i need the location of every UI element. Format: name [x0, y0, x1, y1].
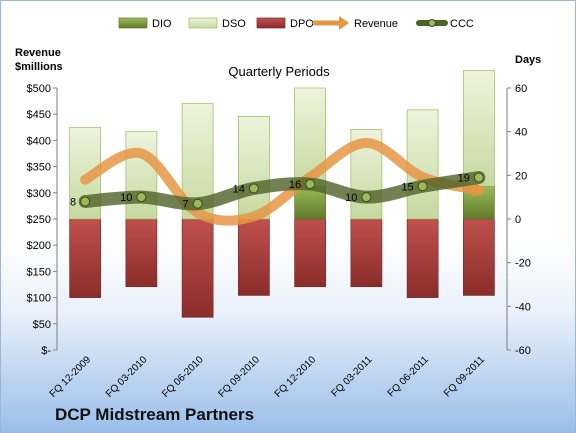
- ccc-point: [473, 172, 484, 183]
- legend-label-dpo: DPO: [290, 18, 314, 30]
- legend-label-revenue: Revenue: [354, 18, 398, 30]
- ccc-data-label: 15: [401, 181, 413, 193]
- y-right-tick-label: 20: [515, 170, 527, 182]
- legend: DIO DSO DPO Revenue CCC: [118, 16, 474, 30]
- y-left-tick-label: $-: [41, 345, 51, 357]
- y-left-tick-label: $450: [27, 109, 51, 121]
- x-tick-label: FQ 06-2010: [160, 354, 206, 400]
- ccc-data-label: 14: [233, 183, 245, 195]
- bar-dpo: [406, 218, 439, 298]
- ccc-point: [136, 192, 147, 203]
- ccc-point: [248, 183, 259, 194]
- y-left-tick-label: $350: [27, 162, 51, 174]
- legend-label-ccc: CCC: [450, 18, 474, 30]
- legend-swatch-revenue-arrowhead: [339, 16, 349, 30]
- revenue-arrowhead: [471, 181, 485, 197]
- bar-dpo: [294, 218, 326, 288]
- bar-dpo: [463, 218, 495, 296]
- company-name: DCP Midstream Partners: [55, 405, 255, 424]
- bar-dpo: [125, 218, 158, 288]
- legend-swatch-dpo: [256, 17, 286, 29]
- legend-swatch-dio: [118, 17, 148, 29]
- ccc-data-label: 10: [120, 192, 132, 204]
- y-left-label-line2: $millions: [15, 61, 63, 73]
- legend-swatch-ccc-point: [428, 19, 436, 27]
- ccc-point: [80, 196, 91, 207]
- ccc-point: [305, 179, 316, 190]
- y-left-label-line1: Revenue: [15, 47, 61, 59]
- legend-label-dio: DIO: [152, 18, 172, 30]
- ccc-data-label: 10: [345, 192, 357, 204]
- bar-dso: [406, 109, 439, 220]
- y-right-tick-label: 60: [515, 83, 527, 95]
- y-left-tick-label: $400: [27, 135, 51, 147]
- x-tick-label: FQ 09-2010: [216, 354, 262, 400]
- ccc-data-label: 19: [458, 173, 470, 185]
- y-left-tick-label: $200: [27, 240, 51, 252]
- legend-label-dso: DSO: [222, 18, 246, 30]
- x-tick-label: FQ 06-2011: [386, 354, 431, 399]
- chart-title: Quarterly Periods: [228, 64, 330, 79]
- ccc-point: [192, 198, 203, 209]
- ccc-data-label: 7: [183, 199, 189, 211]
- y-left-tick-label: $150: [27, 266, 51, 278]
- ccc-point: [417, 181, 428, 192]
- bar-dpo: [181, 218, 214, 318]
- y-left-tick-label: $50: [33, 319, 51, 331]
- x-tick-label: FQ 12-2010: [273, 354, 319, 400]
- ccc-data-label: 8: [70, 197, 76, 209]
- y-right-tick-label: -60: [515, 345, 531, 357]
- x-tick-label: FQ 03-2010: [104, 354, 150, 400]
- y-left-tick-label: $250: [27, 214, 51, 226]
- x-tick-label: FQ 03-2011: [330, 354, 375, 399]
- ccc-data-label: 16: [289, 179, 301, 191]
- y-right-tick-label: -40: [515, 301, 531, 313]
- y-right-tick-label: 0: [515, 214, 521, 226]
- bar-dso: [238, 116, 270, 220]
- y-left-tick-label: $300: [27, 188, 51, 200]
- y-right-tick-label: -20: [515, 258, 531, 270]
- bar-dso: [125, 131, 158, 220]
- y-left-tick-label: $500: [27, 83, 51, 95]
- bar-dpo: [69, 218, 101, 298]
- legend-swatch-dso: [188, 17, 218, 29]
- bar-dpo: [238, 218, 270, 296]
- revenue-line: [80, 138, 484, 226]
- y-right-label: Days: [515, 54, 541, 66]
- ccc-point: [361, 192, 372, 203]
- y-left-tick-label: $100: [27, 293, 51, 305]
- x-tick-label: FQ 12-2009: [48, 354, 94, 400]
- y-right-tick-label: 40: [515, 127, 527, 139]
- x-tick-label: FQ 09-2011: [442, 354, 487, 399]
- bar-dso: [463, 70, 495, 187]
- bar-dpo: [350, 218, 383, 288]
